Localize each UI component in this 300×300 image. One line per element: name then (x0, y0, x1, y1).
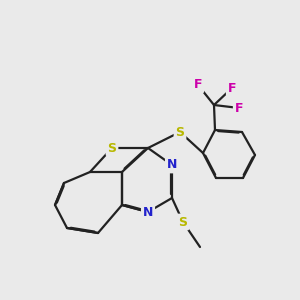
Text: S: S (176, 125, 184, 139)
Text: S: S (178, 215, 188, 229)
Text: N: N (167, 158, 177, 172)
Text: F: F (194, 79, 202, 92)
Text: F: F (228, 82, 236, 94)
Text: F: F (235, 101, 243, 115)
Text: S: S (107, 142, 116, 154)
Text: N: N (143, 206, 153, 218)
